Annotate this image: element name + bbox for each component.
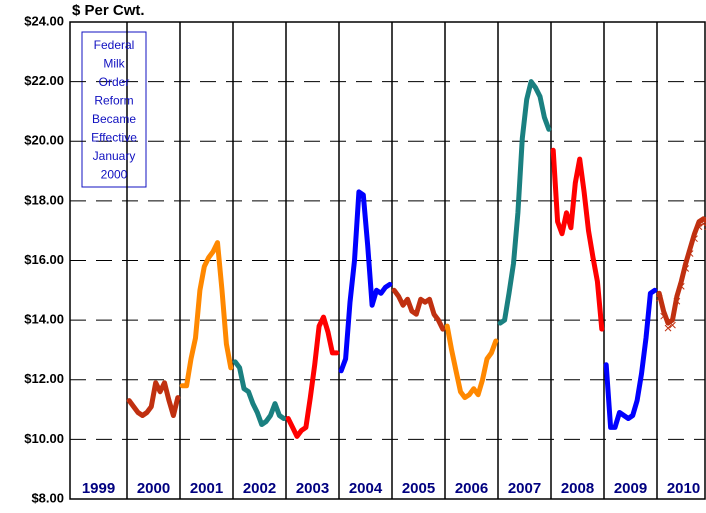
x-marker bbox=[695, 223, 703, 231]
annotation-box bbox=[81, 31, 147, 188]
x-marker bbox=[700, 220, 706, 228]
x-marker bbox=[682, 265, 690, 272]
plot-frame bbox=[69, 21, 706, 500]
price-line bbox=[179, 240, 234, 389]
annotation: January bbox=[93, 149, 136, 163]
y-tick-label: $20.00 bbox=[24, 133, 64, 148]
y-tick-label: $16.00 bbox=[24, 252, 64, 267]
price-line bbox=[126, 380, 181, 418]
x-tick-label: 2002 bbox=[243, 480, 276, 497]
x-tick-label: 2003 bbox=[296, 480, 329, 497]
x-tick-label: 2005 bbox=[402, 480, 435, 497]
x-tick-label: 2000 bbox=[137, 480, 170, 497]
x-marker bbox=[691, 235, 698, 243]
price-line bbox=[603, 287, 658, 430]
x-tick-label: 2009 bbox=[614, 480, 647, 497]
y-tick-label: $18.00 bbox=[24, 192, 64, 207]
y-tick-label: $8.00 bbox=[31, 490, 64, 505]
x-tick-label: 2004 bbox=[349, 480, 383, 497]
price-line bbox=[444, 323, 499, 401]
x-marker bbox=[655, 294, 663, 302]
annotation: Order bbox=[99, 75, 130, 89]
price-line bbox=[497, 79, 552, 326]
annotation: Reform bbox=[94, 94, 133, 108]
annotation: Became bbox=[92, 112, 136, 126]
x-tick-label: 2001 bbox=[190, 480, 223, 497]
x-tick-label: 1999 bbox=[82, 480, 115, 497]
price-line bbox=[232, 359, 287, 427]
price-line bbox=[391, 287, 446, 332]
x-marker bbox=[664, 324, 672, 332]
annotation: 2000 bbox=[101, 168, 128, 182]
y-tick-label: $10.00 bbox=[24, 431, 64, 446]
price-line bbox=[656, 216, 706, 326]
annotation: Effective bbox=[91, 131, 137, 145]
annotation: Milk bbox=[103, 57, 125, 71]
x-marker bbox=[669, 321, 676, 329]
x-marker bbox=[677, 283, 685, 290]
annotation: Federal bbox=[94, 38, 135, 52]
y-axis-label: $ Per Cwt. bbox=[72, 2, 145, 19]
x-tick-label: 2007 bbox=[508, 480, 541, 497]
x-tick-label: 2006 bbox=[455, 480, 488, 497]
y-tick-label: $22.00 bbox=[24, 73, 64, 88]
x-marker bbox=[686, 250, 694, 257]
y-tick-label: $12.00 bbox=[24, 371, 64, 386]
y-tick-label: $14.00 bbox=[24, 312, 64, 327]
y-tick-label: $24.00 bbox=[24, 13, 64, 28]
x-tick-label: 2010 bbox=[667, 480, 700, 497]
price-line bbox=[338, 189, 393, 374]
price-line bbox=[285, 314, 340, 439]
price-line bbox=[550, 147, 605, 332]
x-marker bbox=[660, 312, 667, 320]
x-tick-label: 2008 bbox=[561, 480, 594, 497]
x-marker bbox=[673, 297, 681, 305]
